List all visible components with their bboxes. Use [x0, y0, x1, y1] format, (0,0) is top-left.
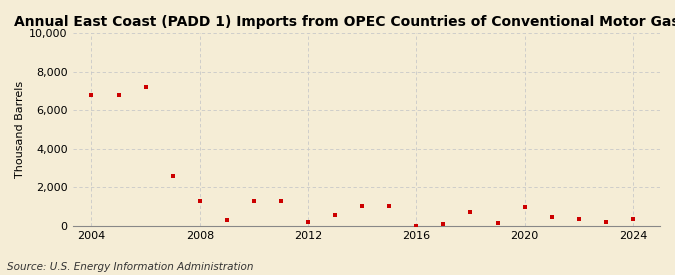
Y-axis label: Thousand Barrels: Thousand Barrels — [15, 81, 25, 178]
Point — [113, 92, 124, 97]
Point — [573, 217, 584, 221]
Point — [59, 44, 70, 49]
Point — [492, 221, 503, 225]
Point — [384, 204, 395, 208]
Point — [519, 204, 530, 209]
Point — [628, 217, 639, 221]
Point — [329, 213, 340, 218]
Point — [86, 92, 97, 97]
Point — [275, 199, 286, 203]
Point — [438, 222, 449, 226]
Title: Annual East Coast (PADD 1) Imports from OPEC Countries of Conventional Motor Gas: Annual East Coast (PADD 1) Imports from … — [14, 15, 675, 29]
Point — [221, 218, 232, 222]
Point — [140, 85, 151, 89]
Point — [601, 220, 612, 224]
Point — [411, 224, 422, 228]
Point — [194, 199, 205, 203]
Point — [357, 204, 368, 208]
Point — [546, 215, 557, 219]
Point — [248, 199, 259, 203]
Text: Source: U.S. Energy Information Administration: Source: U.S. Energy Information Administ… — [7, 262, 253, 272]
Point — [302, 220, 313, 224]
Point — [465, 210, 476, 214]
Point — [167, 174, 178, 178]
